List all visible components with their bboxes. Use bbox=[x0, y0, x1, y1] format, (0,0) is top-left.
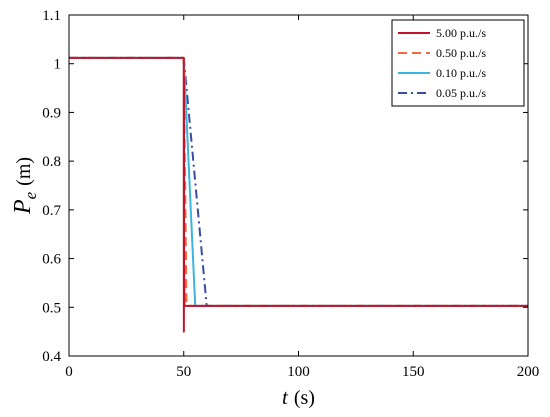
y-tick-label: 0.9 bbox=[42, 105, 61, 121]
y-axis-label: Pe (m) bbox=[10, 157, 40, 215]
y-tick-label: 0.8 bbox=[42, 154, 61, 170]
x-tick-label: 150 bbox=[402, 364, 425, 380]
y-axis-sub: e bbox=[21, 191, 40, 199]
x-axis-label: t (s) bbox=[282, 385, 315, 409]
legend-label: 5.00 p.u./s bbox=[436, 26, 486, 40]
legend-box bbox=[391, 19, 525, 107]
legend-label: 0.50 p.u./s bbox=[436, 46, 486, 60]
x-axis-unit: (s) bbox=[294, 387, 315, 409]
legend-label: 0.10 p.u./s bbox=[436, 66, 486, 80]
y-tick-label: 0.4 bbox=[42, 349, 61, 365]
series-layer bbox=[69, 56, 528, 333]
x-tick-label: 50 bbox=[176, 364, 191, 380]
series-line-1 bbox=[69, 56, 528, 333]
y-tick-label: 0.7 bbox=[42, 203, 61, 219]
y-axis-unit: (m) bbox=[13, 157, 35, 186]
legend: 5.00 p.u./s 0.50 p.u./s 0.10 p.u./s 0.05 p.… bbox=[391, 19, 525, 107]
legend-label: 0.05 p.u./s bbox=[436, 86, 486, 100]
y-axis-var: P bbox=[10, 199, 36, 215]
y-tick-label: 1 bbox=[54, 57, 62, 73]
x-axis-var: t bbox=[282, 385, 289, 409]
y-tick-label: 0.5 bbox=[42, 300, 61, 316]
y-tick-label: 1.1 bbox=[42, 8, 61, 24]
x-tick-label: 0 bbox=[65, 364, 73, 380]
x-tick-label: 200 bbox=[517, 364, 540, 380]
ticks-layer: 0 50 100 150 200 0.4 0.5 0.6 0.7 0.8 0.9 1 1.1 bbox=[42, 8, 539, 380]
y-tick-label: 0.6 bbox=[42, 252, 61, 268]
x-tick-label: 100 bbox=[287, 364, 310, 380]
